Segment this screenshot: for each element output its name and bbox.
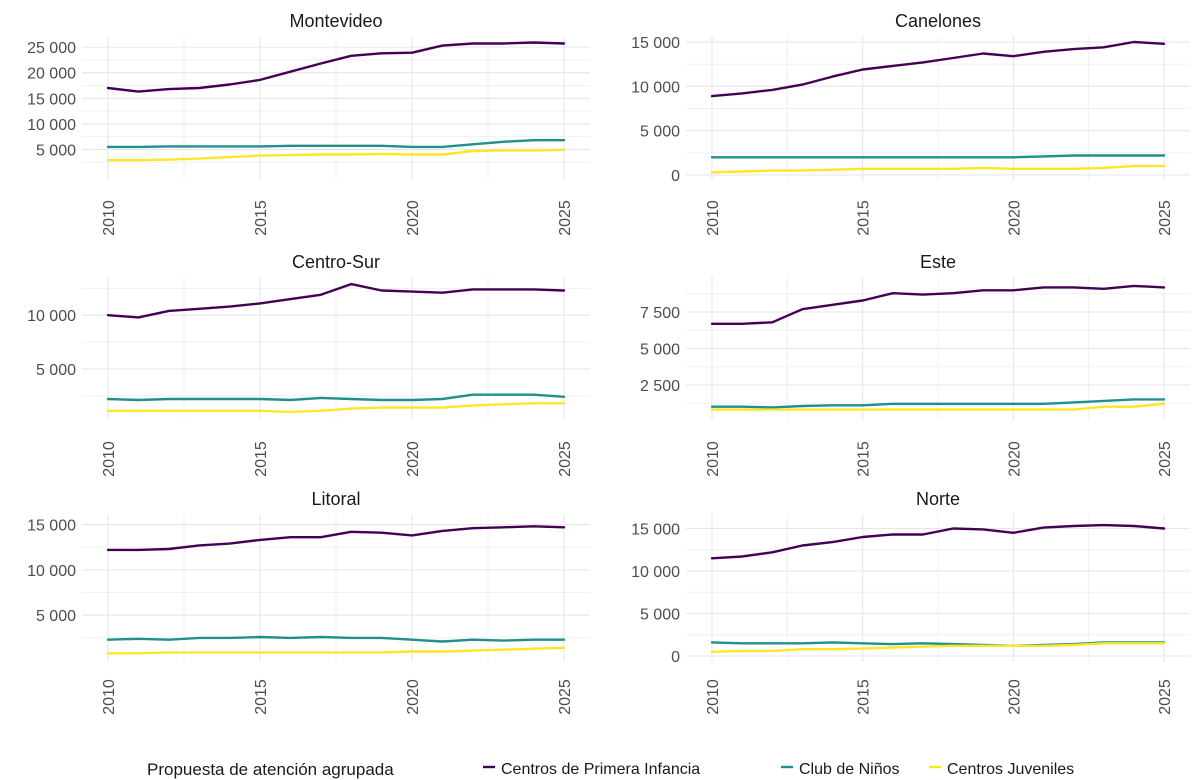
- legend-label-centros-juveniles: Centros Juveniles: [947, 761, 1074, 778]
- series-line-club-de-ninos: [106, 139, 566, 149]
- series-line-club-de-ninos: [106, 393, 566, 402]
- panel-title: Litoral: [311, 489, 360, 509]
- series-line-centros-juveniles: [710, 642, 1166, 653]
- x-tick-label: 2015: [856, 441, 873, 477]
- x-tick-label: 2025: [1157, 200, 1174, 236]
- y-tick-label: 15 000: [631, 522, 680, 539]
- series-line-centros-juveniles: [106, 402, 566, 414]
- y-tick-label: 5 000: [36, 362, 76, 379]
- series-line-centros-juveniles: [710, 402, 1166, 411]
- y-tick-label: 15 000: [631, 35, 680, 52]
- y-tick-label: 5 000: [640, 124, 680, 141]
- x-tick-label: 2015: [253, 200, 270, 236]
- series-line-centros-juveniles: [106, 148, 566, 162]
- panel-title: Montevideo: [289, 11, 382, 31]
- x-tick-label: 2015: [253, 679, 270, 715]
- y-tick-label: 7 500: [640, 305, 680, 322]
- x-tick-label: 2010: [705, 200, 722, 236]
- x-tick-label: 2025: [557, 441, 574, 477]
- y-tick-label: 15 000: [27, 518, 76, 535]
- panel-centro-sur: 2010 2015 2020 2025 5 000 10 000 Centro-Sur: [27, 252, 590, 477]
- x-tick-label: 2010: [101, 679, 118, 715]
- x-tick-label: 2020: [405, 679, 422, 715]
- x-tick-label: 2015: [856, 679, 873, 715]
- y-tick-label: 10 000: [631, 564, 680, 581]
- y-tick-label: 25 000: [27, 40, 76, 57]
- y-tick-label: 5 000: [640, 342, 680, 359]
- panel-title: Centro-Sur: [292, 252, 380, 272]
- panel-canelones: 2010 2015 2020 2025 0 5 000 10 000 15 000 Canelo…: [631, 11, 1190, 236]
- x-tick-label: 2020: [405, 200, 422, 236]
- legend-label-club-de-ninos: Club de Niños: [799, 761, 900, 778]
- y-tick-label: 0: [671, 168, 680, 185]
- panel-title: Canelones: [895, 11, 981, 31]
- y-tick-label: 15 000: [27, 91, 76, 108]
- series-line-centros-de-primera-infancia: [710, 523, 1166, 560]
- panel-norte: 2010 2015 2020 2025 0 5 000 10 000 15 000 Norte: [631, 489, 1190, 715]
- y-tick-label: 10 000: [27, 563, 76, 580]
- y-tick-label: 10 000: [27, 117, 76, 134]
- x-tick-label: 2020: [1006, 200, 1023, 236]
- series-line-club-de-ninos: [106, 635, 566, 643]
- x-tick-label: 2015: [856, 200, 873, 236]
- x-tick-label: 2025: [557, 200, 574, 236]
- x-tick-label: 2010: [101, 200, 118, 236]
- panel-este: 2010 2015 2020 2025 2 500 5 000 7 500 Este: [640, 252, 1190, 477]
- x-tick-label: 2020: [405, 441, 422, 477]
- legend-title: Propuesta de atención agrupada: [147, 760, 394, 779]
- x-tick-label: 2010: [705, 441, 722, 477]
- legend-label-centros-de-primera-infancia: Centros de Primera Infancia: [501, 761, 700, 778]
- series-line-centros-de-primera-infancia: [106, 282, 566, 319]
- series-line-centros-de-primera-infancia: [710, 40, 1166, 98]
- y-tick-label: 2 500: [640, 378, 680, 395]
- panel-montevideo: 2010 2015 2020 2025 5 000 10 000 15 000 20 000 2…: [27, 11, 590, 236]
- x-tick-label: 2010: [705, 679, 722, 715]
- y-tick-label: 10 000: [27, 308, 76, 325]
- x-tick-label: 2020: [1006, 679, 1023, 715]
- series-line-centros-de-primera-infancia: [710, 284, 1166, 325]
- series-line-club-de-ninos: [710, 154, 1166, 159]
- y-tick-label: 5 000: [36, 142, 76, 159]
- x-tick-label: 2010: [101, 441, 118, 477]
- y-tick-label: 10 000: [631, 79, 680, 96]
- y-tick-label: 20 000: [27, 66, 76, 83]
- legend: Propuesta de atención agrupada Centros de…: [147, 760, 1074, 779]
- x-tick-label: 2020: [1006, 441, 1023, 477]
- x-tick-label: 2025: [1157, 441, 1174, 477]
- panel-litoral: 2010 2015 2020 2025 5 000 10 000 15 000 Litoral: [27, 489, 590, 715]
- series-line-club-de-ninos: [710, 398, 1166, 409]
- x-tick-label: 2015: [253, 441, 270, 477]
- x-tick-label: 2025: [1157, 679, 1174, 715]
- series-line-centros-juveniles: [710, 164, 1166, 174]
- panel-title: Este: [920, 252, 956, 272]
- y-tick-label: 0: [671, 649, 680, 666]
- x-tick-label: 2025: [557, 679, 574, 715]
- series-line-centros-de-primera-infancia: [106, 525, 566, 552]
- panel-title: Norte: [916, 489, 960, 509]
- y-tick-label: 5 000: [640, 607, 680, 624]
- y-tick-label: 5 000: [36, 608, 76, 625]
- series-line-centros-juveniles: [106, 646, 566, 655]
- series-line-centros-de-primera-infancia: [106, 41, 566, 93]
